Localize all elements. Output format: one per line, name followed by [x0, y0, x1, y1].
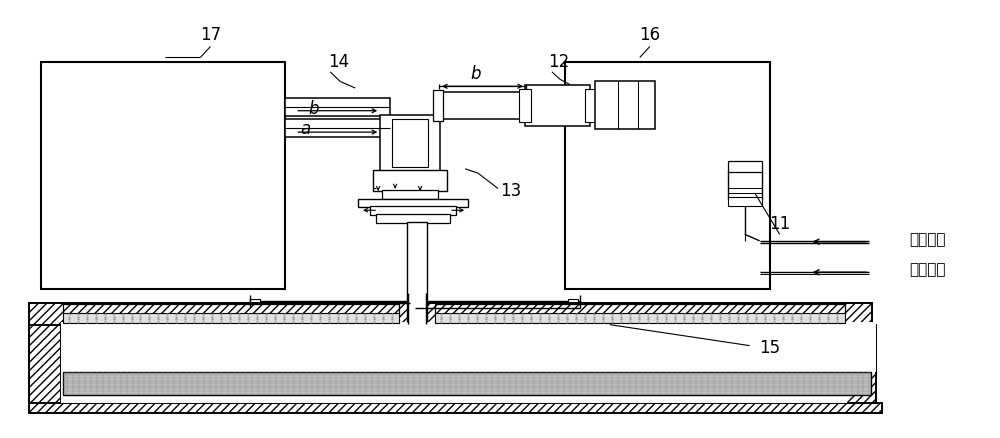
Text: 16: 16	[639, 26, 660, 44]
Bar	[408, 293, 426, 324]
Bar	[392, 119, 428, 167]
Text: 11: 11	[769, 215, 790, 233]
Bar	[728, 161, 762, 172]
Bar	[285, 120, 390, 137]
Bar	[250, 300, 580, 308]
Bar	[433, 90, 443, 121]
Bar	[373, 170, 447, 191]
Bar	[61, 321, 876, 372]
Text: 12: 12	[548, 53, 569, 71]
Bar	[585, 89, 597, 122]
Bar	[29, 403, 882, 413]
Text: 17: 17	[200, 26, 221, 44]
Text: b: b	[471, 65, 481, 83]
Text: 14: 14	[328, 53, 349, 71]
Bar	[358, 199, 468, 207]
Bar	[285, 98, 390, 116]
Bar	[61, 325, 847, 403]
Bar	[435, 313, 845, 323]
Text: 清洗气体: 清洗气体	[909, 232, 946, 247]
Bar	[41, 62, 285, 289]
Text: 15: 15	[759, 339, 780, 357]
Bar	[565, 62, 770, 289]
Bar	[370, 206, 456, 215]
Text: 13: 13	[500, 182, 521, 200]
Bar	[250, 299, 260, 313]
Bar	[407, 223, 427, 303]
Bar	[63, 372, 871, 396]
Bar	[525, 85, 590, 126]
Bar	[435, 304, 845, 314]
Bar	[376, 214, 450, 223]
Bar	[63, 313, 399, 323]
Bar	[63, 304, 399, 314]
Bar	[728, 171, 762, 199]
Bar	[845, 325, 876, 405]
Bar	[382, 190, 438, 199]
Bar	[437, 92, 527, 119]
Bar	[728, 197, 762, 206]
Bar	[29, 325, 61, 405]
Bar	[595, 81, 655, 130]
Bar	[568, 299, 578, 313]
Bar	[380, 115, 440, 171]
Bar	[519, 89, 531, 122]
Text: a: a	[300, 120, 311, 138]
Text: b: b	[308, 100, 319, 118]
Text: 工艺气体: 工艺气体	[909, 263, 946, 278]
Bar	[29, 303, 872, 325]
